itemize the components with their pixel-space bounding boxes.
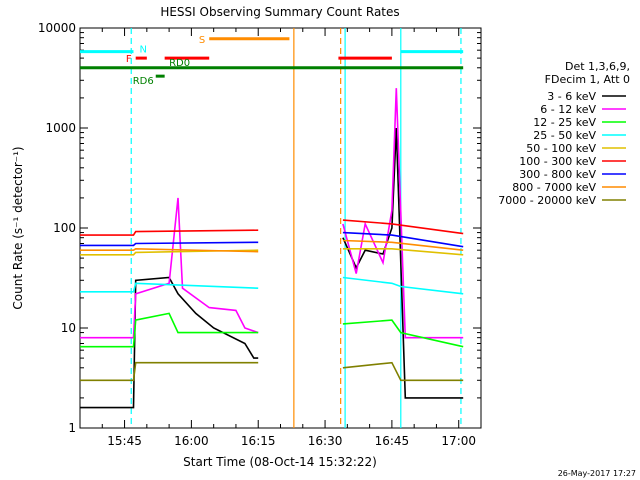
flag-label-rd6: RD6 xyxy=(133,76,154,87)
legend-header: FDecim 1, Att 0 xyxy=(545,73,630,86)
legend-entry-label: 50 - 100 keV xyxy=(526,142,596,155)
series-line-800-7000-kev xyxy=(80,239,464,253)
plot-marks: N S F RD0 RD6 xyxy=(80,28,464,428)
series-line-25-50-kev xyxy=(80,276,464,295)
legend-entry-label: 300 - 800 keV xyxy=(519,168,596,181)
legend-entry-label: 800 - 7000 keV xyxy=(512,181,596,194)
flag-label-n: N xyxy=(139,45,146,56)
series-line-50-100-kev xyxy=(80,248,464,256)
legend-entry-label: 25 - 50 keV xyxy=(533,129,596,142)
x-tick-label: 17:00 xyxy=(441,434,476,448)
legend-entry-label: 12 - 25 keV xyxy=(533,116,596,129)
legend-header: Det 1,3,6,9, xyxy=(565,60,630,73)
x-tick-label: 16:45 xyxy=(375,434,410,448)
y-tick-label: 100 xyxy=(53,221,76,235)
x-tick-label: 16:30 xyxy=(308,434,343,448)
series-line-12-25-kev xyxy=(80,312,464,348)
y-tick-label: 10000 xyxy=(38,21,76,35)
x-tick-label: 16:15 xyxy=(241,434,276,448)
x-tick-label: 15:45 xyxy=(107,434,142,448)
x-tick-label: 16:00 xyxy=(174,434,209,448)
series-line-6-12-kev xyxy=(80,88,464,339)
series-line-7000-20000-kev xyxy=(80,361,464,382)
legend-entry-label: 7000 - 20000 keV xyxy=(498,194,596,207)
series-line-100-300-kev xyxy=(80,219,464,236)
plot-axes: 1 10 100 1000 10000 15:45 16:00 16:15 16:30 16:45… xyxy=(38,21,482,448)
flag-label-rd0: RD0 xyxy=(169,58,190,69)
y-tick-label: 1000 xyxy=(45,121,76,135)
legend-entry-label: 100 - 300 keV xyxy=(519,155,596,168)
series-line-3-6-kev xyxy=(80,127,464,409)
legend-entry-label: 3 - 6 keV xyxy=(547,90,596,103)
legend-entry-label: 6 - 12 keV xyxy=(540,103,596,116)
flag-label-f: F xyxy=(126,54,132,65)
footer-timestamp: 26-May-2017 17:27 xyxy=(558,469,636,478)
chart-title: HESSI Observing Summary Count Rates xyxy=(160,5,399,19)
y-tick-label: 10 xyxy=(61,321,76,335)
flag-label-s: S xyxy=(199,35,205,46)
x-axis-label: Start Time (08-Oct-14 15:32:22) xyxy=(183,455,377,469)
y-tick-label: 1 xyxy=(68,421,76,435)
series-line-300-800-kev xyxy=(80,231,464,248)
y-axis-label: Count Rate (s⁻¹ detector⁻¹) xyxy=(11,146,25,309)
